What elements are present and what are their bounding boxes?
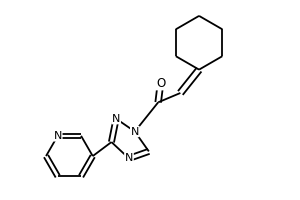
Text: N: N [53,131,62,141]
Text: N: N [125,153,133,163]
Text: N: N [112,114,120,124]
Text: O: O [156,77,165,90]
Text: N: N [130,127,139,137]
